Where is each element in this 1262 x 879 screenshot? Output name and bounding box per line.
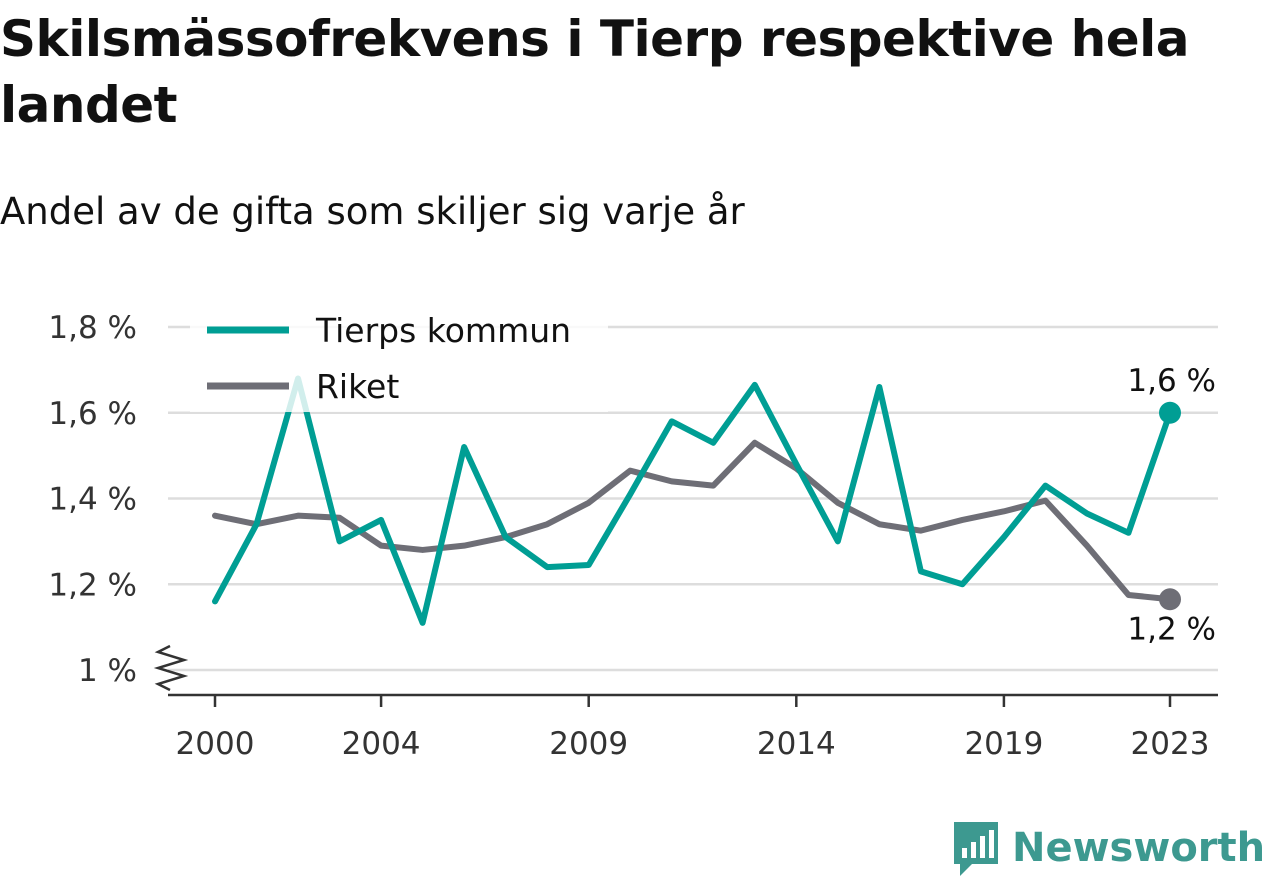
end-point-riket xyxy=(1159,588,1181,611)
x-tick-label: 2004 xyxy=(342,726,421,762)
end-point-tierp xyxy=(1159,401,1181,424)
series-line-riket xyxy=(212,439,1173,603)
y-tick-label: 1,4 % xyxy=(48,482,137,518)
y-tick-label: 1,8 % xyxy=(48,310,137,346)
x-tick-label: 2019 xyxy=(964,726,1043,762)
x-tick-label: 2000 xyxy=(176,726,255,762)
chart-subtitle: Andel av de gifta som skiljer sig varje … xyxy=(0,190,745,233)
legend-label: Tierps kommun xyxy=(315,311,571,350)
newsworthy-logo-icon xyxy=(954,822,998,876)
brand-name: Newsworthy xyxy=(1012,825,1262,871)
y-tick-label: 1,2 % xyxy=(48,567,137,603)
chart-title: Skilsmässofrekvens i Tierp respektive he… xyxy=(0,10,1190,134)
brand: Newsworthy xyxy=(952,818,1262,878)
axis-break-icon xyxy=(153,644,189,692)
y-tick-label: 1 % xyxy=(78,653,137,689)
end-label-riket: 1,2 % xyxy=(1127,611,1216,647)
legend-label: Riket xyxy=(316,367,399,406)
x-tick-label: 2023 xyxy=(1131,726,1210,762)
legend-box xyxy=(190,300,608,412)
series-line-tierp xyxy=(212,375,1173,626)
y-tick-label: 1,6 % xyxy=(48,396,137,432)
x-tick-label: 2014 xyxy=(757,726,836,762)
end-label-tierp: 1,6 % xyxy=(1127,363,1216,399)
x-tick-label: 2009 xyxy=(549,726,628,762)
